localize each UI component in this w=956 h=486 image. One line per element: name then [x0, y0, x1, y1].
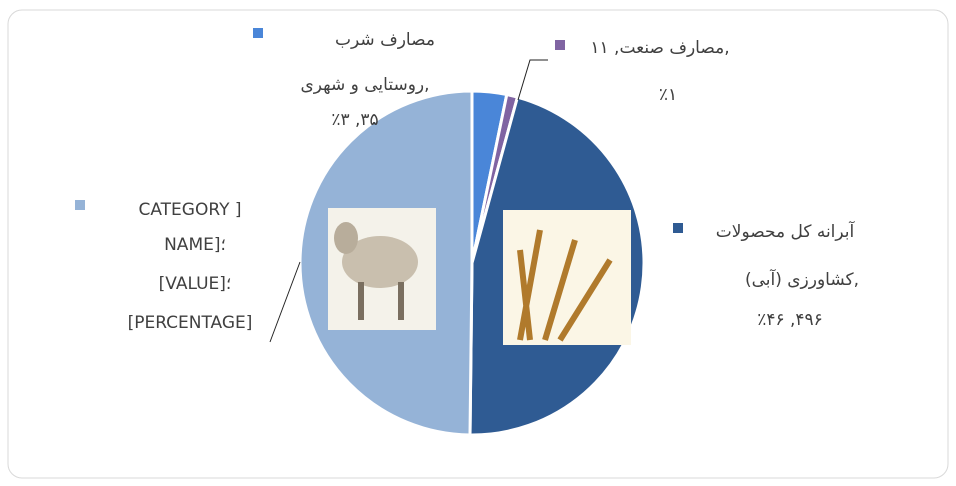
- data-label: آبرانه کل محصولات: [716, 220, 856, 242]
- legend-marker: [673, 223, 683, 233]
- data-label: ٪۳ ,۳۵: [331, 110, 378, 130]
- legend-marker: [75, 200, 85, 210]
- data-label: ٪۱: [659, 85, 677, 105]
- data-label: روستایی و شهری,: [300, 75, 429, 95]
- data-label: ٪۴۶ ,۴۹۶: [757, 310, 823, 330]
- data-label: مصارف شرب: [335, 30, 435, 50]
- data-label: مصارف صنعت, ۱۱,: [590, 38, 729, 58]
- data-label: [PERCENTAGE]: [128, 313, 253, 333]
- data-label: CATEGORY ]: [138, 200, 241, 220]
- data-label: کشاورزی (آبی),: [745, 268, 859, 290]
- sheep-image: [328, 208, 436, 330]
- legend-marker: [253, 28, 263, 38]
- leader-line: [517, 59, 548, 101]
- wheat-image: [503, 210, 631, 345]
- data-label: NAME]؛: [164, 235, 226, 255]
- legend-marker: [555, 40, 565, 50]
- data-label: [VALUE]؛: [159, 274, 232, 294]
- leader-line: [269, 261, 301, 343]
